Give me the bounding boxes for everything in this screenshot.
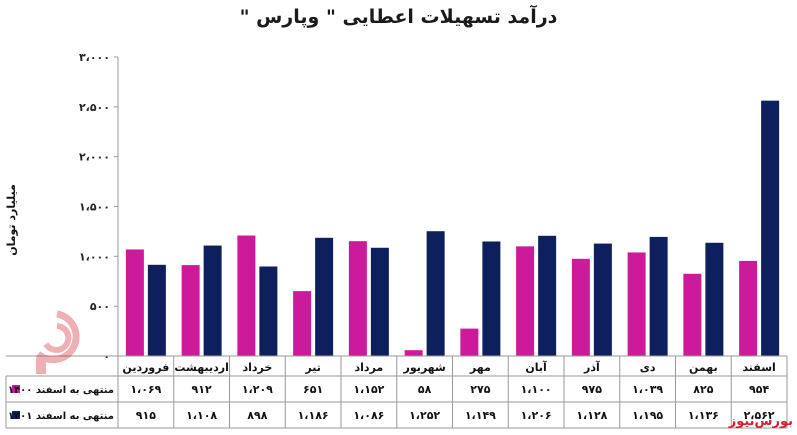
category-label: خرداد bbox=[242, 361, 272, 374]
data-label-2-3: ۸۹۸ bbox=[247, 409, 267, 422]
data-label-2-4: ۱،۱۸۶ bbox=[298, 409, 329, 422]
bar-1-4 bbox=[293, 291, 312, 356]
data-label-2-7: ۱،۱۴۹ bbox=[465, 409, 496, 422]
bar-2-12 bbox=[761, 100, 780, 357]
category-label: شهریور bbox=[402, 361, 445, 374]
bar-2-6 bbox=[426, 231, 445, 356]
data-label-1-4: ۶۵۱ bbox=[303, 383, 323, 396]
data-label-2-11: ۱،۱۳۶ bbox=[688, 409, 719, 422]
category-label: اردیبهشت bbox=[174, 361, 228, 374]
category-label: بهمن bbox=[689, 361, 718, 374]
data-label-2-8: ۱،۲۰۶ bbox=[521, 409, 552, 422]
bar-1-3 bbox=[237, 235, 256, 356]
bar-1-12 bbox=[739, 260, 758, 356]
data-label-1-11: ۸۲۵ bbox=[693, 383, 713, 396]
y-tick-label: ۱،۵۰۰ bbox=[79, 201, 110, 214]
bar-2-9 bbox=[593, 243, 612, 356]
data-label-1-1: ۱،۰۶۹ bbox=[130, 383, 161, 396]
data-label-2-12: ۲،۵۶۲ bbox=[744, 409, 775, 422]
bar-1-2 bbox=[181, 265, 200, 356]
data-label-2-1: ۹۱۵ bbox=[136, 409, 156, 422]
y-tick-label: ۲،۰۰۰ bbox=[79, 151, 110, 164]
data-label-1-5: ۱،۱۵۲ bbox=[353, 383, 384, 396]
data-label-2-5: ۱،۰۸۶ bbox=[353, 409, 384, 422]
category-label: آبان bbox=[525, 360, 547, 374]
category-label: تیر bbox=[304, 361, 320, 374]
logo-icon bbox=[35, 310, 80, 374]
chart-title: درآمد تسهیلات اعطایی " وپارس " bbox=[239, 6, 558, 28]
data-label-1-6: ۵۸ bbox=[418, 383, 432, 396]
y-tick-label: ۵۰۰ bbox=[90, 300, 110, 313]
bar-1-8 bbox=[516, 246, 535, 356]
legend-label-2: منتهی به اسفند ۱۴۰۱ bbox=[8, 411, 114, 422]
data-label-1-8: ۱،۱۰۰ bbox=[521, 383, 552, 396]
data-label-1-2: ۹۱۲ bbox=[192, 383, 212, 396]
brand-mark: بورس‌نیوز bbox=[728, 414, 793, 429]
data-label-2-6: ۱،۲۵۲ bbox=[409, 409, 440, 422]
category-label: اسفند bbox=[742, 361, 775, 374]
bar-1-6 bbox=[404, 350, 423, 356]
bar-1-9 bbox=[571, 258, 590, 356]
category-label: فروردین bbox=[122, 361, 169, 374]
bar-2-11 bbox=[705, 242, 724, 356]
y-tick-label: ۲،۵۰۰ bbox=[79, 101, 110, 114]
bar-2-8 bbox=[538, 235, 557, 356]
data-label-1-3: ۱،۲۰۹ bbox=[242, 383, 273, 396]
bar-2-7 bbox=[482, 241, 501, 356]
y-tick-label: ۱،۰۰۰ bbox=[79, 250, 110, 263]
data-label-1-10: ۱،۰۳۹ bbox=[632, 383, 663, 396]
legend-swatch-2 bbox=[12, 411, 20, 419]
bar-1-7 bbox=[460, 328, 479, 356]
bar-1-11 bbox=[683, 273, 702, 356]
bar-2-5 bbox=[370, 247, 389, 356]
bar-2-4 bbox=[315, 237, 334, 356]
data-label-1-7: ۲۷۵ bbox=[470, 383, 490, 396]
bar-2-2 bbox=[203, 245, 222, 356]
category-label: مهر bbox=[469, 361, 491, 374]
category-label: دی bbox=[640, 361, 656, 374]
legend-label-1: منتهی به اسفند ۱۴۰۰ bbox=[8, 385, 114, 396]
bar-2-10 bbox=[649, 236, 668, 356]
y-tick-label: ۳،۰۰۰ bbox=[79, 51, 110, 64]
category-label: آذر bbox=[583, 360, 600, 374]
data-label-1-12: ۹۵۴ bbox=[749, 383, 769, 396]
data-label-2-10: ۱،۱۹۵ bbox=[632, 409, 663, 422]
bar-1-10 bbox=[627, 252, 646, 356]
data-label-2-2: ۱،۱۰۸ bbox=[186, 409, 217, 422]
bar-2-1 bbox=[147, 264, 166, 356]
data-label-2-9: ۱،۱۲۸ bbox=[576, 409, 607, 422]
bar-1-5 bbox=[348, 241, 367, 356]
legend-swatch-1 bbox=[12, 385, 20, 393]
data-label-1-9: ۹۷۵ bbox=[582, 383, 602, 396]
category-label: مرداد bbox=[355, 361, 384, 374]
bar-1-1 bbox=[125, 249, 144, 356]
bar-2-3 bbox=[259, 266, 278, 356]
